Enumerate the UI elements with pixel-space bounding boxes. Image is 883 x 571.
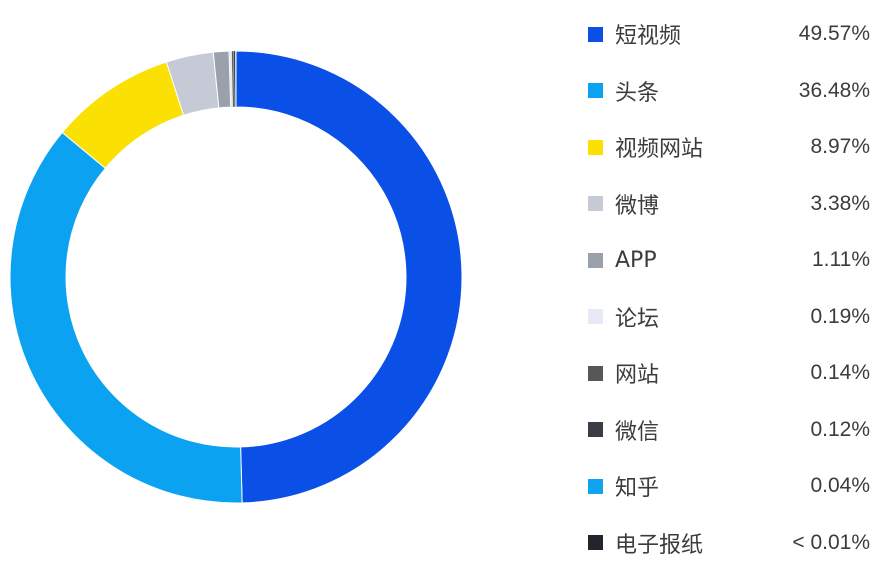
legend-swatch — [588, 140, 603, 155]
legend-item: 电子报纸 < 0.01% — [588, 515, 870, 571]
legend-item: 头条 36.48% — [588, 63, 870, 120]
legend-label: 电子报纸 — [615, 527, 703, 559]
legend-value: 0.14% — [810, 361, 870, 385]
legend-label: 网站 — [615, 357, 659, 389]
legend-swatch — [588, 83, 603, 98]
legend-label: 微信 — [615, 414, 659, 446]
legend-label: 视频网站 — [615, 131, 703, 163]
legend-value: 8.97% — [810, 135, 870, 159]
legend-swatch — [588, 253, 603, 268]
legend-label: 知乎 — [615, 470, 659, 502]
chart-legend: 短视频 49.57% 头条 36.48% 视频网站 8.97% 微博 3.38% APP 1.11… — [588, 6, 870, 571]
legend-item: 微博 3.38% — [588, 176, 870, 233]
legend-value: 0.12% — [810, 418, 870, 442]
legend-value: 0.04% — [810, 474, 870, 498]
legend-label: 头条 — [615, 75, 659, 107]
legend-swatch — [588, 27, 603, 42]
legend-value: 36.48% — [799, 79, 870, 103]
legend-value: 1.11% — [812, 248, 870, 272]
legend-value: 49.57% — [799, 22, 870, 46]
legend-item: 视频网站 8.97% — [588, 119, 870, 176]
legend-swatch — [588, 196, 603, 211]
legend-item: 论坛 0.19% — [588, 289, 870, 346]
legend-swatch — [588, 309, 603, 324]
donut-slice-1 — [236, 51, 462, 503]
legend-item: 短视频 49.57% — [588, 6, 870, 63]
legend-swatch — [588, 422, 603, 437]
legend-value: < 0.01% — [792, 531, 870, 555]
legend-item: 知乎 0.04% — [588, 458, 870, 515]
donut-chart — [0, 0, 480, 562]
legend-label: 短视频 — [615, 18, 681, 50]
legend-swatch — [588, 366, 603, 381]
legend-item: 微信 0.12% — [588, 402, 870, 459]
legend-label: 微博 — [615, 188, 659, 220]
legend-value: 0.19% — [810, 305, 870, 329]
legend-swatch — [588, 535, 603, 550]
legend-label: APP — [615, 248, 657, 273]
legend-label: 论坛 — [615, 301, 659, 333]
legend-value: 3.38% — [810, 192, 870, 216]
legend-swatch — [588, 479, 603, 494]
donut-slice-2 — [10, 132, 242, 503]
legend-item: APP 1.11% — [588, 232, 870, 289]
legend-item: 网站 0.14% — [588, 345, 870, 402]
